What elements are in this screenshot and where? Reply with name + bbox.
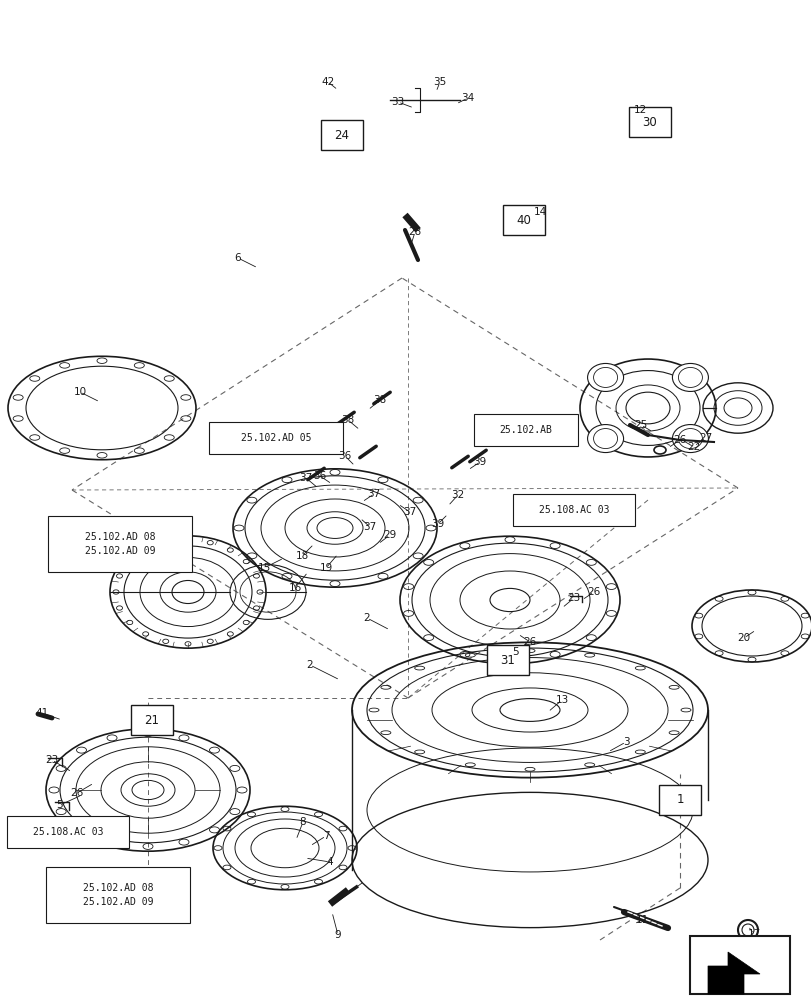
Text: 41: 41 xyxy=(36,708,49,718)
Text: 25: 25 xyxy=(633,420,647,430)
Text: 15: 15 xyxy=(257,563,270,573)
Text: 25.108.AC 03: 25.108.AC 03 xyxy=(32,827,103,837)
Text: 37: 37 xyxy=(363,522,376,532)
Text: 30: 30 xyxy=(642,116,657,129)
FancyBboxPatch shape xyxy=(659,785,700,815)
Text: 32: 32 xyxy=(451,490,464,500)
Text: 38: 38 xyxy=(373,395,386,405)
Text: 37: 37 xyxy=(299,473,312,483)
Text: 3: 3 xyxy=(622,737,629,747)
Text: 26: 26 xyxy=(672,435,686,445)
Text: 37: 37 xyxy=(367,489,380,499)
Text: 7: 7 xyxy=(322,831,329,841)
Text: 39: 39 xyxy=(473,457,486,467)
Text: 1: 1 xyxy=(676,793,683,806)
Text: 20: 20 xyxy=(736,633,749,643)
Text: 14: 14 xyxy=(533,207,546,217)
Text: 17: 17 xyxy=(746,929,760,939)
Text: 31: 31 xyxy=(500,654,515,666)
Text: 13: 13 xyxy=(555,695,568,705)
Text: 4: 4 xyxy=(326,857,333,867)
Text: 26: 26 xyxy=(523,637,536,647)
Text: 9: 9 xyxy=(334,930,341,940)
Text: 25.102.AB: 25.102.AB xyxy=(499,425,551,435)
FancyBboxPatch shape xyxy=(208,422,342,454)
Text: 35: 35 xyxy=(433,77,446,87)
Text: 36: 36 xyxy=(338,451,351,461)
Text: 25.102.AD 05: 25.102.AD 05 xyxy=(240,433,311,443)
Text: 25.102.AD 08
25.102.AD 09: 25.102.AD 08 25.102.AD 09 xyxy=(83,883,153,907)
Text: 40: 40 xyxy=(516,214,530,227)
Text: 26: 26 xyxy=(71,788,84,798)
Ellipse shape xyxy=(672,363,707,391)
Text: 2: 2 xyxy=(307,660,313,670)
Text: 6: 6 xyxy=(234,253,241,263)
Text: 22: 22 xyxy=(687,442,700,452)
FancyBboxPatch shape xyxy=(502,205,544,235)
Text: 26: 26 xyxy=(586,587,600,597)
Bar xyxy=(689,936,789,994)
Ellipse shape xyxy=(587,425,623,453)
Text: 16: 16 xyxy=(288,583,301,593)
Text: 10: 10 xyxy=(73,387,87,397)
Text: 28: 28 xyxy=(408,227,421,237)
Text: 27: 27 xyxy=(698,433,712,443)
FancyBboxPatch shape xyxy=(48,516,191,572)
Text: 5: 5 xyxy=(57,800,63,810)
Text: 5: 5 xyxy=(512,647,519,657)
Text: 11: 11 xyxy=(634,915,648,925)
FancyBboxPatch shape xyxy=(629,107,670,137)
Ellipse shape xyxy=(587,363,623,391)
FancyBboxPatch shape xyxy=(46,867,190,923)
FancyBboxPatch shape xyxy=(7,816,129,848)
Text: 8: 8 xyxy=(299,817,306,827)
FancyBboxPatch shape xyxy=(320,120,363,150)
FancyBboxPatch shape xyxy=(487,645,528,675)
Text: 2: 2 xyxy=(363,613,370,623)
FancyBboxPatch shape xyxy=(513,494,634,526)
Text: 29: 29 xyxy=(383,530,396,540)
Text: 25.108.AC 03: 25.108.AC 03 xyxy=(538,505,608,515)
Text: 37: 37 xyxy=(403,507,416,517)
Text: 33: 33 xyxy=(391,97,404,107)
Text: 21: 21 xyxy=(144,714,159,726)
Text: 24: 24 xyxy=(334,129,349,142)
Text: 25.102.AD 08
25.102.AD 09: 25.102.AD 08 25.102.AD 09 xyxy=(84,532,155,556)
Text: 12: 12 xyxy=(633,105,646,115)
Text: 23: 23 xyxy=(567,593,580,603)
FancyBboxPatch shape xyxy=(131,705,173,735)
Ellipse shape xyxy=(672,425,707,453)
Polygon shape xyxy=(707,952,759,994)
FancyBboxPatch shape xyxy=(474,414,577,446)
Text: 19: 19 xyxy=(319,563,333,573)
Text: 23: 23 xyxy=(45,755,58,765)
Text: 36: 36 xyxy=(313,471,326,481)
Text: 39: 39 xyxy=(431,519,444,529)
Text: 38: 38 xyxy=(341,415,354,425)
Text: 18: 18 xyxy=(295,551,308,561)
Text: 42: 42 xyxy=(321,77,334,87)
Text: 34: 34 xyxy=(461,93,474,103)
